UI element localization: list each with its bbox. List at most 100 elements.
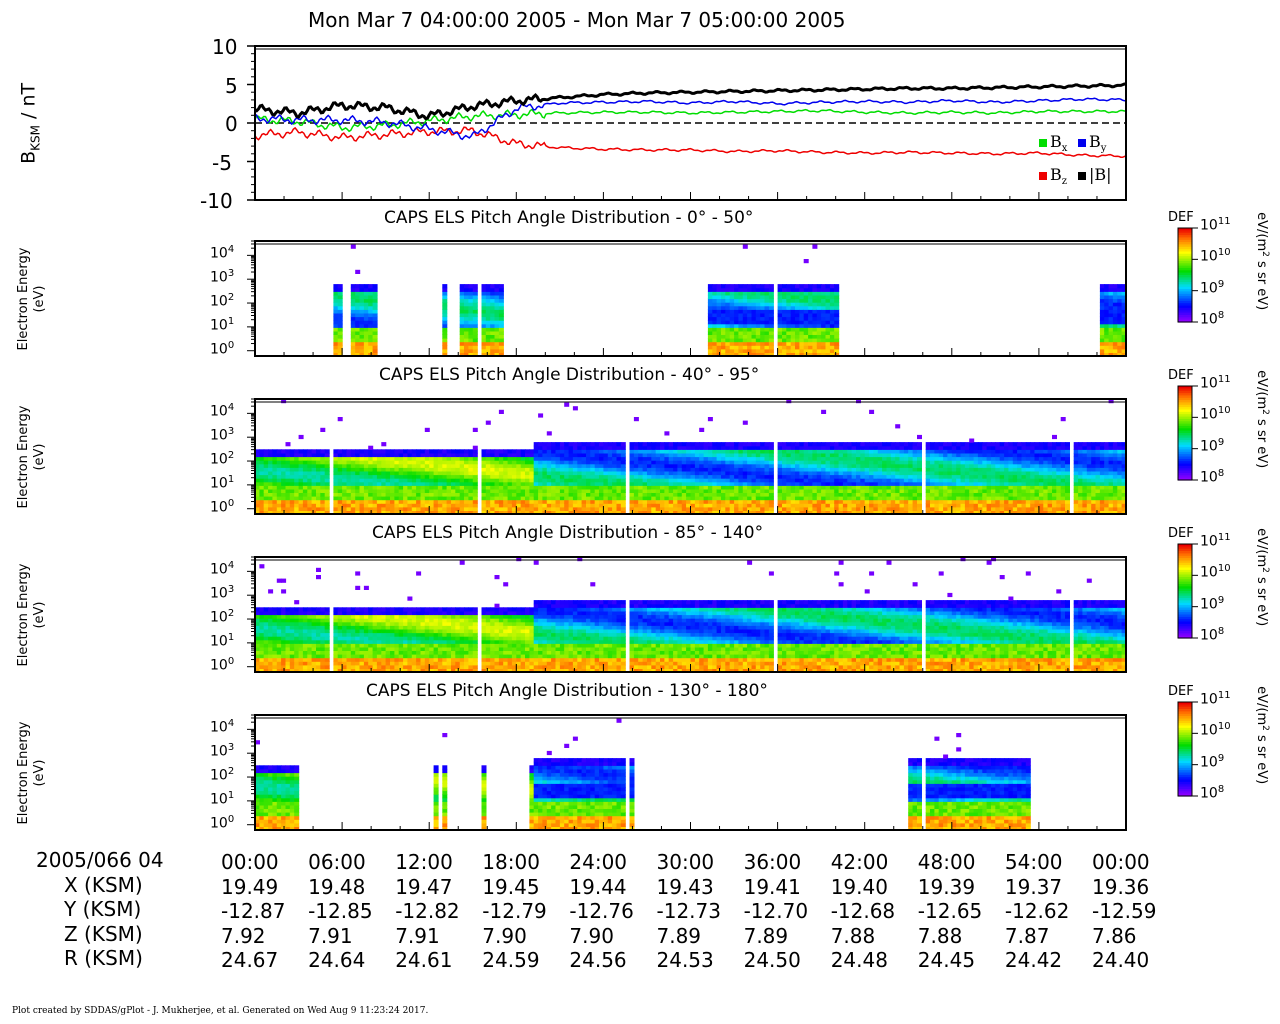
spectro-cell [1056, 460, 1062, 465]
spectro-cell [647, 460, 652, 465]
spectro-cell [808, 456, 814, 461]
spectro-cell [394, 452, 400, 458]
spectro-cell [664, 467, 670, 472]
spectro-cell [747, 452, 753, 458]
spectro-cell [464, 345, 469, 350]
spectro-cell [725, 348, 731, 353]
spectro-cell [795, 510, 800, 515]
spectro-cell [803, 478, 809, 483]
spectro-cell [1099, 305, 1105, 310]
spectro-cell [1060, 496, 1066, 501]
spectro-cell [912, 485, 918, 490]
spectro-cell [1034, 452, 1040, 458]
spectro-cell [686, 445, 692, 450]
spectro-cell [734, 474, 740, 479]
spectro-cell [812, 506, 818, 511]
spectro-cell [973, 470, 979, 476]
spectro-cell [520, 463, 526, 468]
spectro-cell [816, 341, 822, 346]
spectro-cell [468, 341, 474, 346]
spectro-cell [1017, 449, 1023, 454]
spectro-cell [481, 291, 487, 296]
spectro-cell [1030, 463, 1036, 468]
spectro-cell [429, 460, 435, 465]
spectro-cell [751, 460, 757, 465]
spectro-cell [1008, 485, 1014, 490]
spectro-cell [1056, 478, 1062, 483]
spectro-cell [255, 481, 260, 486]
spectro-cell [1086, 503, 1092, 508]
spectro-cell [786, 488, 792, 493]
spectro-cell [886, 445, 892, 450]
spectro-cell [747, 298, 753, 303]
spectro-cell [1073, 496, 1079, 501]
spectro-cell [1012, 492, 1018, 497]
spectro-cell [359, 499, 365, 504]
spectro-cell [982, 460, 988, 465]
spectro-cell [699, 496, 705, 501]
spectro-cell [707, 499, 713, 504]
spectro-cell [738, 284, 744, 289]
spectro-cell [542, 463, 548, 468]
spectro-cell [372, 492, 378, 497]
spectro-cell [307, 488, 313, 493]
spectro-cell [590, 442, 596, 447]
spectro-cell [1104, 485, 1110, 490]
spectro-cell [372, 291, 378, 296]
spectro-cell [337, 345, 343, 350]
spectro-cell [616, 496, 622, 501]
spectro-cell [1073, 467, 1079, 472]
spectro-cell [620, 467, 626, 472]
spectro-cell [398, 474, 404, 479]
spectro-cell [403, 499, 409, 504]
spectro-cell [764, 305, 770, 310]
spectro-cell [960, 510, 966, 515]
spectro-cell [934, 481, 940, 486]
spectro-cell [385, 470, 391, 476]
spectro-cell [903, 463, 909, 468]
spectro-cell [751, 316, 757, 321]
spectro-cell [281, 492, 287, 497]
spectro-cell [647, 488, 652, 493]
spectro-cell [372, 309, 378, 314]
spectro-cell [903, 474, 909, 479]
spectro-cell [376, 481, 382, 486]
spectro-cell [472, 506, 478, 511]
spectro-cell [1004, 456, 1010, 461]
spectro-cell [899, 452, 905, 458]
spectro-cell [851, 478, 857, 483]
spectro-cell [977, 506, 983, 511]
spectro-cell [1108, 323, 1114, 328]
spectro-cell [255, 449, 260, 454]
spectro-cell [729, 284, 735, 289]
spectro-cell [786, 463, 792, 468]
spectro-cell [1117, 492, 1123, 497]
spectro-cell [564, 402, 570, 407]
spectro-cell [394, 467, 400, 472]
spectro-cell [494, 291, 500, 296]
spectro-cell [464, 449, 469, 454]
spectro-cell [1004, 445, 1010, 450]
spectro-cell [350, 496, 356, 501]
spectro-cell [481, 312, 487, 318]
spectro-cell [694, 481, 700, 486]
spectro-cell [1004, 463, 1010, 468]
spectro-cell [729, 320, 735, 325]
spectro-cell [437, 467, 443, 472]
spectro-cell [777, 488, 783, 493]
spectro-cell [612, 499, 618, 504]
spectro-cell [1004, 499, 1010, 504]
spectro-cell [677, 470, 683, 476]
spectro-cell [764, 445, 770, 450]
spectro-cell [350, 327, 356, 332]
spectro-cell [782, 345, 787, 350]
spectro-cell [298, 503, 304, 508]
spectro-cell [381, 478, 387, 483]
spectro-cell [707, 287, 713, 292]
spectro-cell [1017, 470, 1023, 476]
spectro-cell [551, 510, 557, 515]
spectro-cell [464, 499, 469, 504]
spectro-cell [603, 445, 609, 450]
spectro-cell [825, 323, 831, 328]
spectro-cell [999, 456, 1005, 461]
